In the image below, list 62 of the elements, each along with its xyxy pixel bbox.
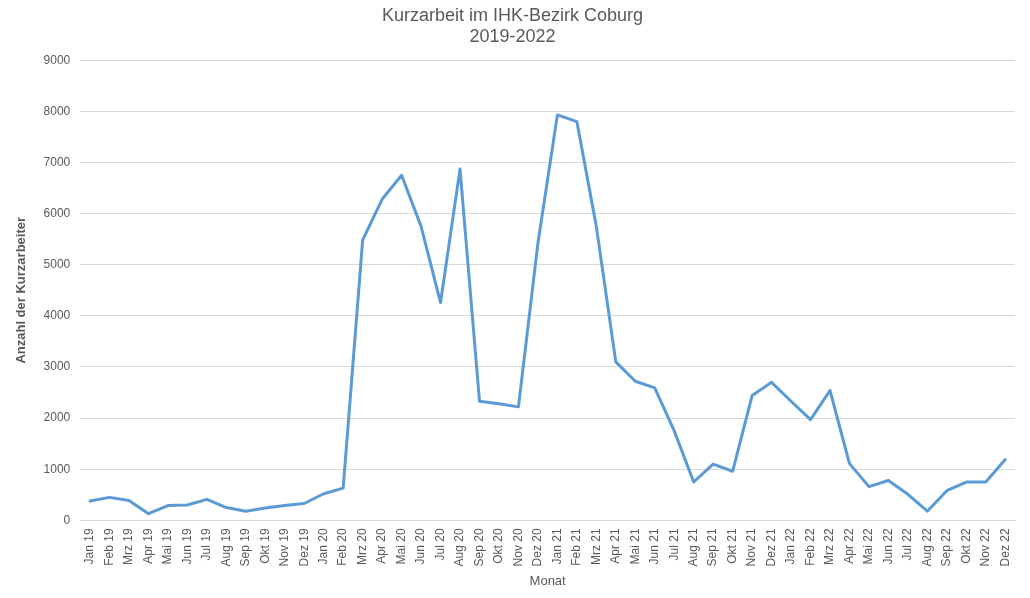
x-tick-label: Nov 21: [744, 528, 759, 567]
x-tick-label: Apr 19: [140, 528, 155, 564]
x-tick-label: Mrz 20: [354, 528, 369, 566]
x-tick-label: Aug 20: [452, 528, 467, 567]
x-tick-label: Dez 22: [997, 528, 1012, 567]
y-tick-label: 9000: [43, 52, 71, 67]
x-tick-label: Jul 20: [432, 528, 447, 561]
x-tick-label: Sep 22: [939, 528, 954, 567]
x-tick-label: Mrz 19: [121, 528, 136, 566]
x-axis-title: Monat: [529, 572, 567, 588]
x-tick-label: Aug 21: [686, 528, 701, 567]
x-tick-label: Dez 19: [296, 528, 311, 567]
x-tick-label: Jul 19: [199, 528, 214, 561]
x-tick-label: Dez 20: [530, 528, 545, 567]
x-tick-label: Mai 21: [627, 528, 642, 565]
x-tick-label: Mai 22: [861, 528, 876, 565]
x-tick-label: Sep 21: [705, 528, 720, 567]
x-tick-label: Jun 20: [413, 528, 428, 565]
y-tick-label: 3000: [43, 359, 71, 374]
x-tick-label: Jan 19: [82, 528, 97, 565]
y-tick-label: 5000: [43, 257, 71, 272]
x-tick-label: Apr 20: [374, 528, 389, 564]
x-tick-label: Feb 21: [569, 528, 584, 566]
x-tick-label: Dez 21: [763, 528, 778, 567]
y-tick-label: 6000: [43, 205, 71, 220]
y-axis-title: Anzahl der Kurzarbeiter: [13, 216, 29, 364]
x-tick-label: Nov 20: [510, 528, 525, 567]
x-tick-label: Jan 21: [549, 528, 564, 565]
y-tick-label: 0: [63, 512, 71, 527]
x-tick-label: Mrz 21: [588, 528, 603, 566]
x-tick-label: Apr 22: [841, 528, 856, 564]
x-tick-label: Okt 19: [257, 528, 272, 564]
text: 2019-2022: [469, 26, 556, 47]
y-tick-label: 7000: [43, 154, 71, 169]
y-tick-label: 8000: [43, 103, 71, 118]
y-tick-label: 2000: [43, 410, 71, 425]
x-tick-label: Aug 22: [919, 528, 934, 567]
x-tick-label: Jan 20: [316, 528, 331, 565]
x-tick-label: Feb 19: [101, 528, 116, 566]
x-tick-label: Jun 19: [179, 528, 194, 565]
y-tick-label: 1000: [43, 461, 71, 476]
x-tick-label: Mai 19: [160, 528, 175, 565]
x-tick-label: Feb 20: [335, 528, 350, 566]
x-tick-label: Aug 19: [218, 528, 233, 567]
x-tick-label: Nov 22: [978, 528, 993, 567]
x-tick-label: Okt 20: [491, 528, 506, 564]
x-tick-label: Jan 22: [783, 528, 798, 565]
x-tick-label: Okt 22: [958, 528, 973, 564]
x-tick-label: Feb 22: [802, 528, 817, 566]
x-tick-label: Sep 20: [471, 528, 486, 567]
x-tick-label: Okt 21: [724, 528, 739, 564]
x-tick-label: Jun 21: [647, 528, 662, 565]
x-tick-label: Jul 22: [900, 528, 915, 561]
x-tick-label: Mai 20: [393, 528, 408, 565]
x-tick-label: Nov 19: [277, 528, 292, 567]
x-tick-label: Jun 22: [880, 528, 895, 565]
x-tick-label: Mrz 22: [822, 528, 837, 566]
y-tick-label: 4000: [43, 308, 71, 323]
x-tick-label: Jul 21: [666, 528, 681, 561]
x-tick-label: Apr 21: [608, 528, 623, 564]
x-tick-label: Sep 19: [238, 528, 253, 567]
text: Kurzarbeit im IHK-Bezirk Coburg: [381, 4, 644, 25]
